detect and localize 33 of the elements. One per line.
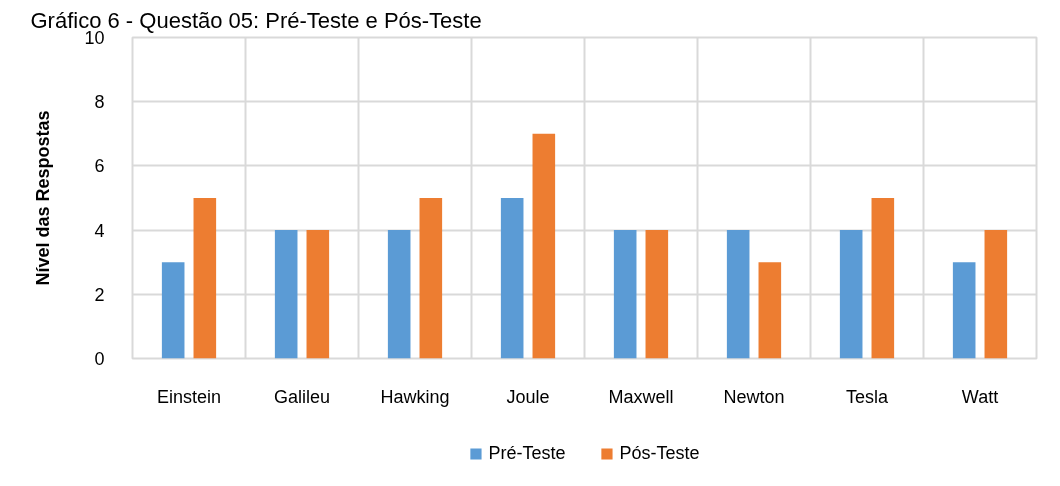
y-tick-label: 2	[94, 284, 105, 305]
bar	[726, 230, 750, 359]
bar	[306, 230, 330, 359]
x-tick-label: Newton	[723, 386, 785, 407]
x-tick-label: Watt	[961, 386, 999, 407]
y-tick-label: 0	[94, 349, 105, 369]
legend-label: Pré-Teste	[488, 442, 566, 464]
x-tick-label: Galileu	[273, 386, 331, 407]
bar	[839, 230, 863, 359]
bar	[500, 198, 524, 359]
x-tick-label: Tesla	[845, 386, 889, 407]
bar	[871, 198, 895, 359]
bar	[274, 230, 298, 359]
bar	[984, 230, 1008, 359]
x-tick-label: Maxwell	[608, 386, 674, 407]
bar	[161, 262, 185, 359]
legend-label: Pós-Teste	[619, 442, 700, 464]
bar	[532, 133, 556, 359]
bar	[645, 230, 669, 359]
bar	[193, 198, 217, 359]
bar	[613, 230, 637, 359]
bar	[387, 230, 411, 359]
bar	[419, 198, 443, 359]
y-tick-label: 4	[94, 220, 105, 241]
y-tick-label: 10	[84, 28, 105, 48]
x-tick-label: Einstein	[156, 386, 222, 407]
y-axis-title: Nível das Respostas	[33, 110, 54, 286]
bar	[758, 262, 782, 359]
y-tick-label: 8	[94, 92, 105, 113]
x-tick-label: Hawking	[380, 386, 450, 407]
y-tick-label: 6	[94, 156, 105, 177]
x-tick-label: Joule	[506, 386, 550, 407]
bar	[952, 262, 976, 359]
